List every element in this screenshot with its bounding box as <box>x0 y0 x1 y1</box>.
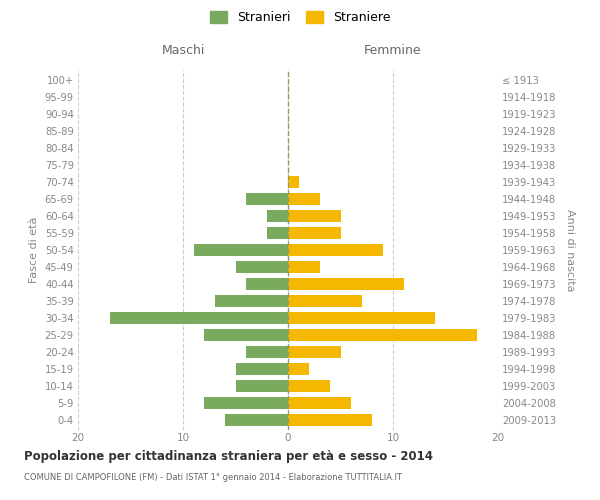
Bar <box>204 396 288 409</box>
Bar <box>267 227 288 239</box>
Bar <box>246 346 288 358</box>
Legend: Stranieri, Straniere: Stranieri, Straniere <box>209 11 391 24</box>
Bar <box>246 193 288 205</box>
Bar <box>288 414 372 426</box>
Bar <box>204 329 288 341</box>
Bar <box>288 312 435 324</box>
Bar <box>288 363 309 375</box>
Bar <box>288 193 320 205</box>
Bar <box>288 278 404 290</box>
Text: Maschi: Maschi <box>161 44 205 58</box>
Bar <box>288 329 477 341</box>
Bar <box>288 227 341 239</box>
Bar <box>193 244 288 256</box>
Bar <box>215 295 288 307</box>
Text: Popolazione per cittadinanza straniera per età e sesso - 2014: Popolazione per cittadinanza straniera p… <box>24 450 433 463</box>
Bar <box>288 380 330 392</box>
Bar <box>235 380 288 392</box>
Bar <box>225 414 288 426</box>
Bar <box>288 176 299 188</box>
Text: COMUNE DI CAMPOFILONE (FM) - Dati ISTAT 1° gennaio 2014 - Elaborazione TUTTITALI: COMUNE DI CAMPOFILONE (FM) - Dati ISTAT … <box>24 472 402 482</box>
Bar <box>109 312 288 324</box>
Bar <box>288 396 351 409</box>
Bar <box>288 210 341 222</box>
Bar <box>288 295 361 307</box>
Bar <box>246 278 288 290</box>
Bar <box>235 363 288 375</box>
Bar <box>235 261 288 273</box>
Bar <box>288 346 341 358</box>
Text: Femmine: Femmine <box>364 44 422 58</box>
Y-axis label: Fasce di età: Fasce di età <box>29 217 39 283</box>
Bar <box>288 261 320 273</box>
Bar <box>267 210 288 222</box>
Y-axis label: Anni di nascita: Anni di nascita <box>565 209 575 291</box>
Bar <box>288 244 383 256</box>
